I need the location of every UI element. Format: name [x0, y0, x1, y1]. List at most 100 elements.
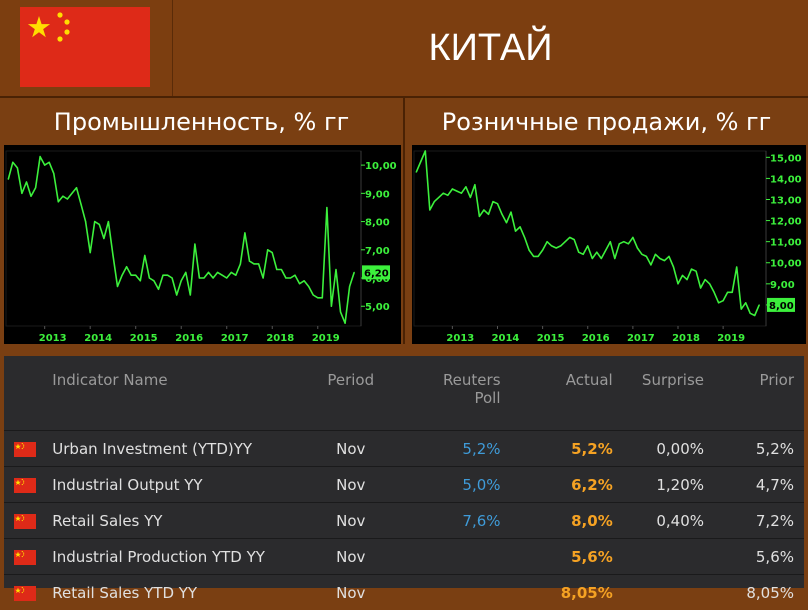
industry-data-point [354, 272, 355, 273]
retail-y-tick-label: 13,00 [770, 195, 802, 206]
industry-x-tick-label: 2013 [39, 333, 67, 344]
retail-data-point [497, 203, 498, 204]
table-row[interactable]: Retail Sales YTD YY Nov 8,05% 8,05% [4, 575, 804, 610]
retail-series-line [416, 151, 759, 316]
header-poll-line2: Poll [474, 389, 500, 407]
period: Nov [293, 431, 409, 467]
retail-plot-area [414, 151, 766, 326]
industry-data-point [317, 297, 318, 298]
industry-data-point [117, 286, 118, 287]
actual: 8,05% [509, 575, 623, 610]
industry-x-tick-label: 2015 [130, 333, 158, 344]
industry-data-point [249, 260, 250, 261]
header-actual[interactable]: Actual [509, 356, 623, 431]
retail-data-point [596, 252, 597, 253]
industry-data-point [162, 275, 163, 276]
industry-data-point [62, 196, 63, 197]
retail-data-point [741, 309, 742, 310]
actual: 8,0% [509, 503, 623, 539]
industry-data-point [140, 280, 141, 281]
industry-data-point [253, 263, 254, 264]
reuters-poll: 5,0% [409, 467, 509, 503]
header-period[interactable]: Period [293, 356, 409, 431]
industry-data-point [108, 221, 109, 222]
retail-data-point [447, 195, 448, 196]
industry-data-point [299, 283, 300, 284]
header-prior[interactable]: Prior [712, 356, 804, 431]
retail-data-point [655, 254, 656, 255]
surprise [623, 539, 712, 575]
retail-data-point [754, 315, 755, 316]
retail-data-point [438, 197, 439, 198]
table-row[interactable]: Industrial Production YTD YY Nov 5,6% 5,… [4, 539, 804, 575]
industry-y-tick-label: 8,00 [365, 218, 390, 229]
industry-data-point [21, 193, 22, 194]
industry-data-point [322, 297, 323, 298]
header-reuters-poll[interactable]: Reuters Poll [409, 356, 509, 431]
industry-data-point [304, 280, 305, 281]
china-flag-icon [14, 478, 36, 493]
table-row[interactable]: Retail Sales YY Nov 7,6% 8,0% 0,40% 7,2% [4, 503, 804, 539]
industry-data-point [335, 269, 336, 270]
retail-data-point [727, 292, 728, 293]
reuters-poll: 5,2% [409, 431, 509, 467]
retail-x-tick-label: 2019 [717, 333, 745, 344]
table-row[interactable]: Urban Investment (YTD)YY Nov 5,2% 5,2% 0… [4, 431, 804, 467]
industry-y-tick-label: 7,00 [365, 246, 390, 257]
retail-x-tick-label: 2014 [492, 333, 520, 344]
actual: 5,2% [509, 431, 623, 467]
industry-data-point [272, 252, 273, 253]
retail-y-tick-label: 15,00 [770, 153, 802, 164]
retail-data-point [515, 231, 516, 232]
industry-data-point [212, 277, 213, 278]
retail-data-point [506, 222, 507, 223]
retail-data-point [429, 209, 430, 210]
retail-data-point [700, 287, 701, 288]
retail-data-point [465, 186, 466, 187]
retail-data-point [488, 214, 489, 215]
flag-box [0, 0, 173, 96]
header-surprise[interactable]: Surprise [623, 356, 712, 431]
retail-data-point [474, 184, 475, 185]
retail-x-tick-label: 2013 [446, 333, 474, 344]
retail-data-point [510, 212, 511, 213]
prior: 8,05% [712, 575, 804, 610]
retail-data-point [682, 275, 683, 276]
retail-data-point [709, 283, 710, 284]
retail-data-point [723, 300, 724, 301]
header-indicator-name[interactable]: Indicator Name [46, 356, 293, 431]
retail-x-tick-label: 2016 [582, 333, 610, 344]
table-row[interactable]: Industrial Output YY Nov 5,0% 6,2% 1,20%… [4, 467, 804, 503]
retail-data-point [646, 256, 647, 257]
industry-data-point [285, 277, 286, 278]
industry-data-point [30, 196, 31, 197]
industry-data-point [49, 162, 50, 163]
industry-data-point [149, 277, 150, 278]
industry-data-point [258, 263, 259, 264]
industry-data-point [99, 224, 100, 225]
retail-data-point [695, 271, 696, 272]
retail-x-tick-label: 2015 [537, 333, 565, 344]
retail-data-point [704, 279, 705, 280]
industry-x-tick-label: 2017 [221, 333, 249, 344]
surprise [623, 575, 712, 610]
indicator-name: Industrial Output YY [46, 467, 293, 503]
retail-data-point [614, 258, 615, 259]
industry-data-point [144, 255, 145, 256]
page-title: КИТАЙ [173, 0, 808, 96]
retail-data-point [547, 241, 548, 242]
china-flag-icon [20, 7, 150, 87]
retail-chart: 8,009,0010,0011,0012,0013,0014,0015,0020… [412, 145, 806, 344]
industry-panel-title: Промышленность, % гг [0, 99, 403, 145]
retail-data-point [587, 245, 588, 246]
industry-data-point [71, 193, 72, 194]
reuters-poll: 7,6% [409, 503, 509, 539]
industry-data-point [244, 232, 245, 233]
industry-data-point [344, 323, 345, 324]
industry-data-point [222, 275, 223, 276]
industry-data-point [181, 280, 182, 281]
industry-data-point [135, 275, 136, 276]
industry-data-point [208, 272, 209, 273]
industry-x-tick-label: 2014 [84, 333, 112, 344]
retail-panel-title: Розничные продажи, % гг [405, 99, 808, 145]
